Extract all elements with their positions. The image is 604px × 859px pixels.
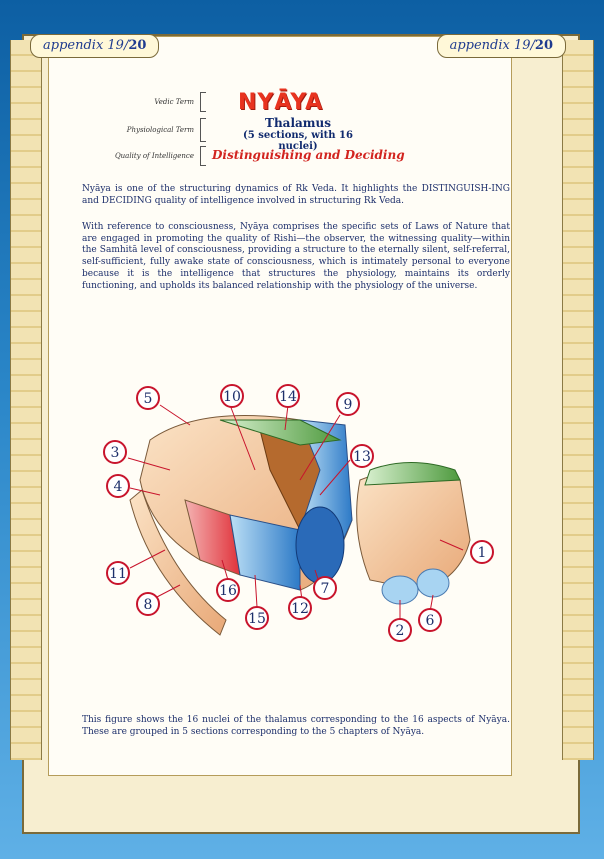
figure-label-10: 10 — [220, 384, 244, 408]
figure-label-text: 5 — [144, 391, 153, 407]
figure-label-14: 14 — [276, 384, 300, 408]
physiological-term: Thalamus (5 sections, with 16 nuclei) — [228, 116, 368, 152]
figure-label-text: 16 — [219, 583, 237, 599]
figure-label-15: 15 — [245, 606, 269, 630]
leader-lines — [127, 404, 464, 620]
bracket — [200, 92, 206, 112]
left-decorative-column — [10, 40, 42, 760]
figure-label-text: 7 — [321, 581, 330, 597]
right-decorative-column — [562, 40, 594, 760]
figure-label-text: 9 — [344, 397, 353, 413]
figure-label-text: 2 — [396, 623, 405, 639]
nucleus-shape — [229, 514, 301, 591]
figure-label-13: 13 — [350, 444, 374, 468]
nucleus-shape — [129, 489, 227, 636]
figure-label-text: 4 — [114, 479, 123, 495]
figure-label-text: 8 — [144, 597, 153, 613]
figure-caption: This figure shows the 16 nuclei of the t… — [82, 715, 510, 737]
header-tab-left: appendix 19/20 — [30, 34, 160, 58]
figure-label-7: 7 — [313, 576, 337, 600]
figure-label-text: 14 — [279, 389, 297, 405]
figure-label-text: 12 — [291, 601, 309, 617]
content-panel — [48, 36, 512, 776]
nucleus-shape — [364, 462, 461, 486]
figure-label-text: 6 — [426, 613, 435, 629]
figure-label-11: 11 — [106, 561, 130, 585]
figure-label-16: 16 — [216, 578, 240, 602]
quality-of-intelligence: Distinguishing and Deciding — [212, 148, 405, 162]
vedic-term-label: Vedic Term — [154, 98, 194, 106]
figure-label-text: 13 — [353, 449, 371, 465]
quality-label: Quality of Intelligence — [114, 152, 194, 160]
figure-label-text: 3 — [111, 445, 120, 461]
physiological-term-name: Thalamus — [265, 116, 331, 130]
consciousness-paragraph: With reference to consciousness, Nyāya c… — [82, 222, 510, 291]
figure-label-text: 10 — [223, 389, 241, 405]
nucleus-shape — [219, 419, 342, 446]
figure-label-4: 4 — [106, 474, 130, 498]
bracket — [200, 146, 206, 166]
figure-label-9: 9 — [336, 392, 360, 416]
figure-label-2: 2 — [388, 618, 412, 642]
physiological-term-label: Physiological Term — [126, 126, 194, 134]
page-title: NYĀYA — [238, 90, 324, 115]
figure-label-8: 8 — [136, 592, 160, 616]
figure-label-3: 3 — [103, 440, 127, 464]
figure-label-12: 12 — [288, 596, 312, 620]
figure-label-5: 5 — [136, 386, 160, 410]
figure-label-1: 1 — [470, 540, 494, 564]
physiological-term-detail: (5 sections, with 16 nuclei) — [243, 130, 353, 152]
header-tab-right: appendix 19/20 — [436, 34, 566, 58]
figure-label-6: 6 — [418, 608, 442, 632]
bracket — [200, 118, 206, 142]
figure-label-text: 15 — [248, 611, 266, 627]
intro-paragraph: Nyāya is one of the structuring dynamics… — [82, 184, 510, 206]
figure-label-text: 1 — [478, 545, 487, 561]
figure-label-text: 11 — [109, 566, 127, 582]
